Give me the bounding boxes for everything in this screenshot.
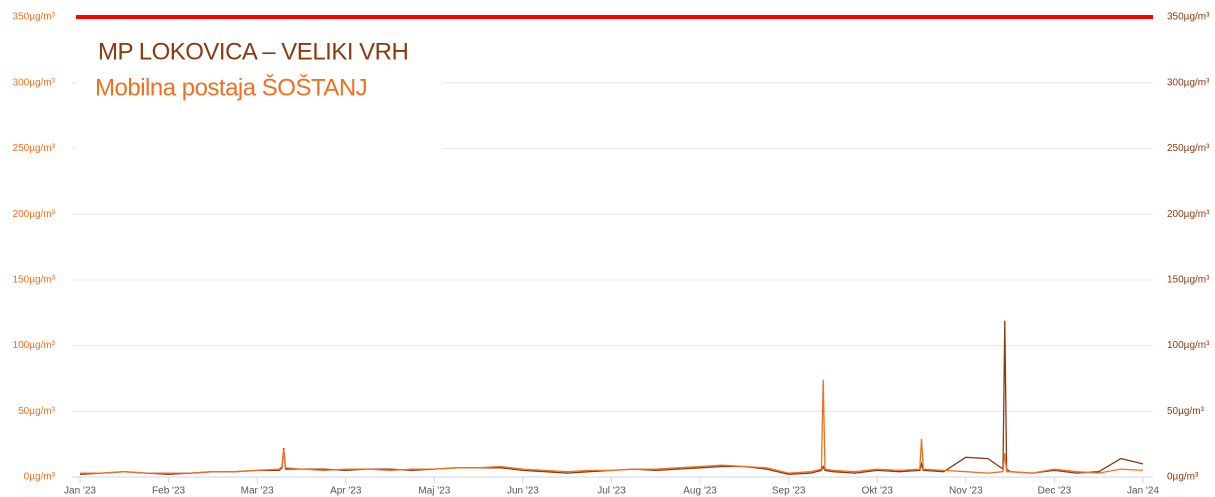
y-tick-label: 350µg/m³ <box>13 12 56 23</box>
x-tick-label: Mar '23 <box>241 486 274 497</box>
y2-tick-label: 0µg/m³ <box>1167 472 1199 483</box>
series-line <box>80 379 1144 474</box>
y2-tick-label: 250µg/m³ <box>1167 143 1210 154</box>
x-tick-label: Jan '23 <box>64 486 96 497</box>
y2-tick-label: 300µg/m³ <box>1167 77 1210 88</box>
x-tick-label: Sep '23 <box>772 486 806 497</box>
x-tick-label: Nov '23 <box>949 486 983 497</box>
y-tick-label: 150µg/m³ <box>13 274 56 285</box>
x-tick-label: Jul '23 <box>597 486 626 497</box>
y2-tick-label: 150µg/m³ <box>1167 274 1210 285</box>
legend-box <box>76 30 442 152</box>
x-tick-label: Aug '23 <box>683 486 717 497</box>
x-tick-label: Jan '24 <box>1127 486 1159 497</box>
x-tick-label: Maj '23 <box>418 486 450 497</box>
y2-tick-label: 50µg/m³ <box>1167 406 1205 417</box>
y2-tick-label: 350µg/m³ <box>1167 12 1210 23</box>
y-tick-label: 200µg/m³ <box>13 209 56 220</box>
legend-entry: Mobilna postaja ŠOŠTANJ <box>95 73 367 101</box>
x-tick-label: Feb '23 <box>152 486 185 497</box>
series-line <box>79 320 1144 476</box>
y-tick-label: 300µg/m³ <box>13 77 56 88</box>
x-tick-label: Jun '23 <box>507 486 539 497</box>
y2-tick-label: 200µg/m³ <box>1167 209 1210 220</box>
legend-entry: MP LOKOVICA – VELIKI VRH <box>98 38 408 65</box>
x-tick-label: Apr '23 <box>330 486 362 497</box>
x-tick-label: Okt '23 <box>862 486 894 497</box>
y-tick-label: 100µg/m³ <box>13 340 56 351</box>
y-tick-label: 50µg/m³ <box>18 406 56 417</box>
x-tick-label: Dec '23 <box>1038 486 1072 497</box>
y2-tick-label: 100µg/m³ <box>1167 340 1210 351</box>
y-tick-label: 0µg/m³ <box>24 472 56 483</box>
y-tick-label: 250µg/m³ <box>13 143 56 154</box>
